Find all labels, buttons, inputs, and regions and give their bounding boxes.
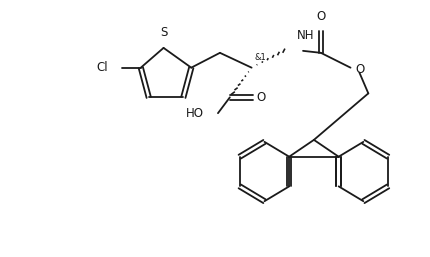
- Text: O: O: [356, 63, 365, 76]
- Text: NH: NH: [297, 29, 315, 42]
- Text: Cl: Cl: [97, 61, 108, 74]
- Text: S: S: [160, 26, 167, 39]
- Text: O: O: [316, 10, 326, 23]
- Text: HO: HO: [186, 107, 204, 120]
- Text: O: O: [257, 91, 266, 104]
- Text: &1: &1: [255, 53, 266, 62]
